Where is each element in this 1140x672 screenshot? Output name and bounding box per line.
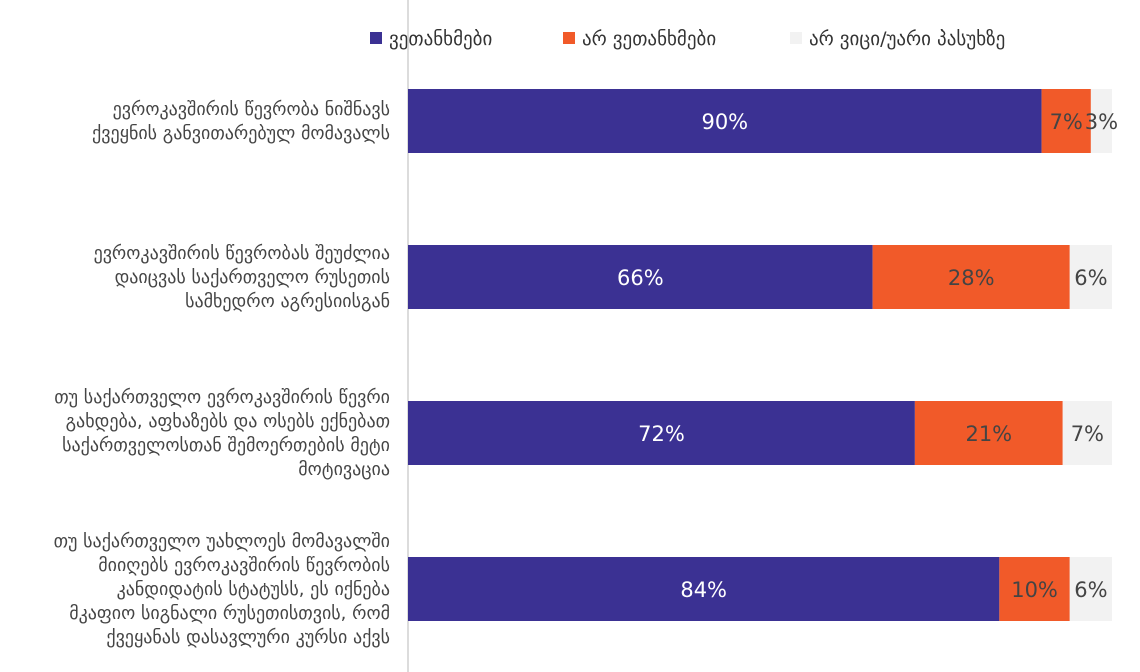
data-label: 90% <box>701 110 748 134</box>
category-labels: ევროკავშირის წევრობა ნიშნავს ქვეყნის განვ… <box>54 99 390 648</box>
data-label: 28% <box>948 266 995 290</box>
legend: ვეთანხმები არ ვეთანხმები არ ვიცი/უარი პასუ… <box>370 28 1005 50</box>
category-label-line: თუ საქართველო უახლოეს მომავალში <box>54 531 390 552</box>
data-label: 72% <box>638 422 685 446</box>
category-label-line: მოტივაცია <box>298 459 390 480</box>
bar-segment-1 <box>1041 89 1091 153</box>
bar-segment-1 <box>914 401 1063 465</box>
data-label: 84% <box>680 578 727 602</box>
bar-segment-1 <box>999 557 1070 621</box>
bar-segment-2 <box>1090 89 1112 153</box>
category-label-line: მკაფიო სიგნალი რუსეთისთვის, რომ <box>69 603 390 624</box>
data-label: 7% <box>1050 110 1083 134</box>
legend-swatch-1 <box>563 32 575 44</box>
category-label-line: საქართველოსთან შემოერთების მეტი <box>62 435 390 456</box>
bar-segment-0 <box>408 89 1042 153</box>
bar-row-1: 66% 28% 6% <box>408 245 1112 309</box>
category-label-2: თუ საქართველო ევროკავშირის წევრი გახდება,… <box>54 387 390 480</box>
category-label-line: კანდიდატის სტატუსს, ეს იქნება <box>117 579 390 600</box>
legend-label-1: არ ვეთანხმები <box>582 28 716 50</box>
data-label: 6% <box>1074 266 1107 290</box>
legend-swatch-0 <box>370 32 382 44</box>
bar-segment-2 <box>1069 557 1112 621</box>
category-label-0: ევროკავშირის წევრობა ნიშნავს ქვეყნის განვ… <box>92 99 390 144</box>
data-label: 6% <box>1074 578 1107 602</box>
data-label: 3% <box>1085 110 1118 134</box>
legend-swatch-2 <box>790 32 802 44</box>
bar-row-3: 84% 10% 6% <box>408 557 1112 621</box>
bar-segment-2 <box>1062 401 1112 465</box>
category-label-line: ქვეყნის განვითარებულ მომავალს <box>92 123 390 144</box>
bar-row-0: 90% 7% 3% <box>408 89 1118 153</box>
category-label-line: დაიცვას საქართველო რუსეთის <box>115 267 390 288</box>
category-label-line: სამხედრო აგრესიისგან <box>185 291 390 312</box>
category-label-line: ქვეყანას დასავლური კურსი აქვს <box>106 627 390 648</box>
category-label-1: ევროკავშირის წევრობას შეუძლია დაიცვას საქ… <box>94 243 390 312</box>
bar-segment-0 <box>408 401 915 465</box>
bar-segment-0 <box>408 245 873 309</box>
category-label-line: მიიღებს ევროკავშირის წევრობის <box>98 555 390 576</box>
data-label: 21% <box>965 422 1012 446</box>
category-label-line: ევროკავშირის წევრობას შეუძლია <box>94 243 390 264</box>
category-label-line: გახდება, აფხაზებს და ოსებს ექნებათ <box>66 411 390 432</box>
category-label-line: თუ საქართველო ევროკავშირის წევრი <box>54 387 390 408</box>
category-label-3: თუ საქართველო უახლოეს მომავალში მიიღებს ე… <box>54 531 390 648</box>
data-label: 7% <box>1071 422 1104 446</box>
legend-label-2: არ ვიცი/უარი პასუხზე <box>809 28 1005 50</box>
bar-segment-2 <box>1069 245 1112 309</box>
bars: 90% 7% 3%66% 28% 6%72% 21% 7%84% 10% 6% <box>408 89 1118 621</box>
bar-row-2: 72% 21% 7% <box>408 401 1112 465</box>
data-label: 10% <box>1011 578 1058 602</box>
category-label-line: ევროკავშირის წევრობა ნიშნავს <box>113 99 390 120</box>
data-label: 66% <box>617 266 664 290</box>
bar-segment-1 <box>872 245 1070 309</box>
bar-segment-0 <box>408 557 1000 621</box>
legend-label-0: ვეთანხმები <box>389 28 492 50</box>
